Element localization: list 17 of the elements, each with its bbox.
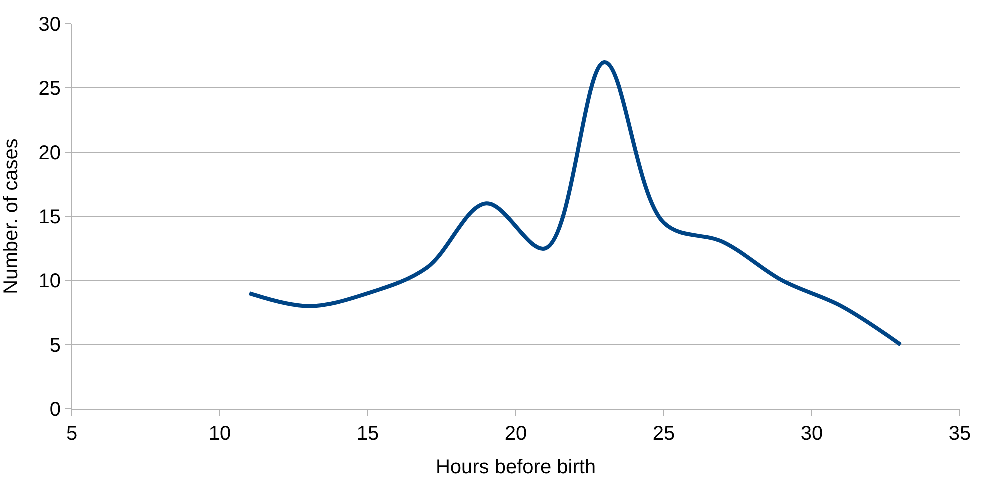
x-axis-title: Hours before birth (436, 456, 596, 478)
y-tick-label: 20 (38, 142, 61, 164)
y-axis-title: Number. of cases (0, 138, 22, 294)
y-tick-label: 30 (38, 14, 61, 36)
y-tick-label: 25 (38, 78, 61, 100)
line-series (248, 60, 903, 347)
y-tick-label: 15 (38, 206, 61, 228)
x-tick-label: 5 (66, 423, 78, 445)
y-tick-label: 5 (50, 334, 61, 357)
x-tick-label: 10 (208, 423, 232, 445)
x-tick-label: 20 (504, 423, 528, 445)
x-tick-label: 25 (652, 423, 676, 445)
x-tick-label: 15 (356, 423, 380, 445)
x-tick-label: 30 (800, 423, 824, 445)
y-tick-label: 0 (50, 399, 61, 421)
x-tick-label: 35 (948, 423, 972, 445)
y-tick-label: 10 (38, 270, 61, 293)
